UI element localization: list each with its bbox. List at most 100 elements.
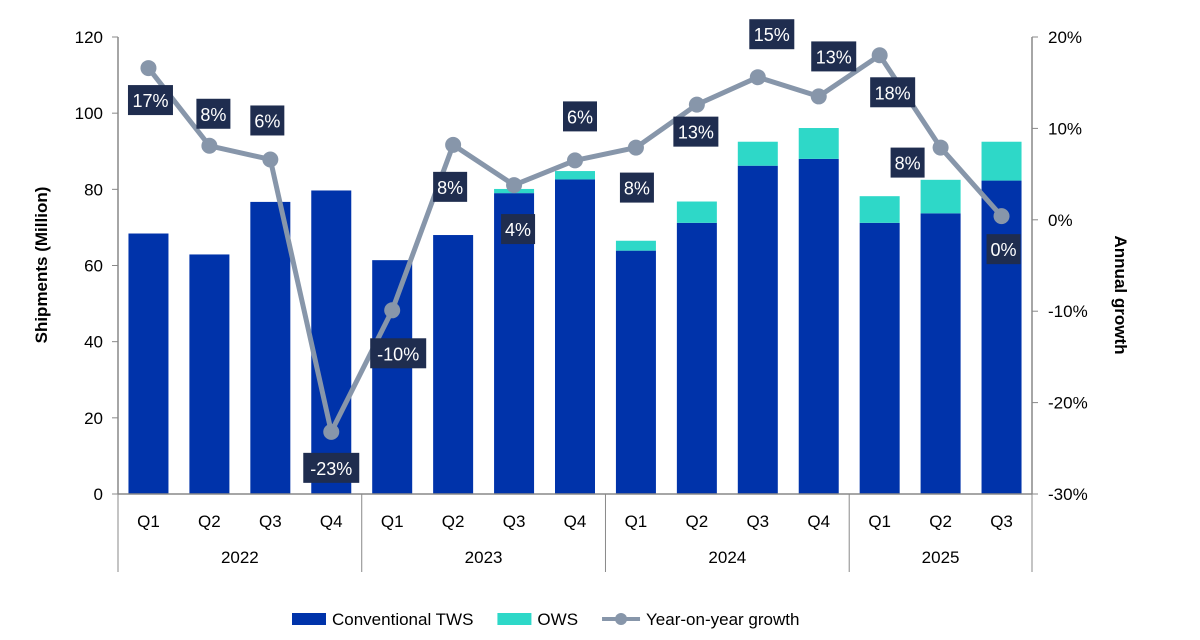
growth-marker bbox=[749, 69, 766, 86]
data-label: 8% bbox=[895, 154, 921, 174]
data-label: 13% bbox=[816, 47, 852, 67]
y-tick-label: 120 bbox=[75, 28, 103, 47]
x-tick-label: Q4 bbox=[564, 512, 587, 531]
data-label-box bbox=[433, 171, 468, 202]
y-axis-label: Shipments (Million) bbox=[32, 187, 51, 344]
x-tick-label: Q1 bbox=[137, 512, 160, 531]
data-label: -10% bbox=[377, 344, 419, 364]
bar-conventional-tws bbox=[859, 222, 900, 494]
growth-marker bbox=[262, 151, 279, 168]
data-label-box bbox=[619, 172, 654, 203]
bar-ows bbox=[615, 240, 656, 251]
x-tick-label: Q2 bbox=[929, 512, 952, 531]
y2-tick-label: 10% bbox=[1048, 119, 1082, 138]
bar-conventional-tws bbox=[189, 254, 230, 494]
bar-conventional-tws bbox=[555, 179, 595, 494]
bar-conventional-tws bbox=[920, 213, 961, 494]
y2-tick-label: 20% bbox=[1048, 28, 1082, 47]
y2-tick-label: -20% bbox=[1048, 394, 1088, 413]
growth-marker bbox=[506, 177, 523, 194]
bar-conventional-tws bbox=[250, 201, 291, 495]
bar-ows bbox=[676, 201, 717, 223]
data-label: 0% bbox=[991, 240, 1017, 260]
x-tick-label: Q1 bbox=[868, 512, 891, 531]
y2-tick-label: -10% bbox=[1048, 302, 1088, 321]
growth-marker bbox=[445, 136, 462, 153]
legend-label: Year-on-year growth bbox=[646, 610, 799, 629]
x-tick-label: Q2 bbox=[198, 512, 221, 531]
growth-marker bbox=[201, 137, 218, 154]
data-label: 8% bbox=[437, 178, 463, 198]
bar-ows bbox=[920, 179, 961, 214]
x-tick-label: Q1 bbox=[381, 512, 404, 531]
bar-conventional-tws bbox=[798, 158, 839, 494]
y2-tick-label: -30% bbox=[1048, 485, 1088, 504]
data-label-box bbox=[890, 147, 925, 178]
bar-conventional-tws bbox=[128, 233, 169, 494]
growth-marker bbox=[140, 60, 157, 77]
y-tick-label: 80 bbox=[84, 180, 103, 199]
x-tick-label: Q4 bbox=[807, 512, 830, 531]
data-label-box bbox=[196, 98, 231, 129]
y2-axis-label: Annual growth bbox=[1111, 236, 1130, 355]
x-tick-label: Q3 bbox=[990, 512, 1013, 531]
data-label-box bbox=[563, 101, 597, 132]
growth-marker bbox=[627, 139, 644, 156]
year-label: 2025 bbox=[922, 548, 960, 567]
bar-conventional-tws bbox=[615, 250, 656, 494]
legend-label: OWS bbox=[537, 610, 578, 629]
year-label: 2022 bbox=[221, 548, 259, 567]
x-tick-label: Q1 bbox=[625, 512, 648, 531]
data-label-box bbox=[250, 105, 285, 136]
data-label: 6% bbox=[567, 107, 593, 127]
growth-marker bbox=[810, 88, 827, 105]
bar-ows bbox=[798, 128, 839, 159]
growth-marker bbox=[567, 152, 583, 169]
year-label: 2024 bbox=[708, 548, 746, 567]
data-label: 17% bbox=[132, 91, 168, 111]
growth-marker bbox=[993, 208, 1010, 225]
data-label: 8% bbox=[624, 179, 650, 199]
data-label: 6% bbox=[254, 111, 280, 131]
data-label-box bbox=[501, 214, 536, 245]
x-tick-label: Q3 bbox=[259, 512, 282, 531]
data-label-box bbox=[870, 77, 916, 108]
year-label: 2023 bbox=[465, 548, 503, 567]
y-tick-label: 60 bbox=[84, 257, 103, 276]
data-label-box bbox=[303, 452, 360, 483]
x-tick-label: Q2 bbox=[686, 512, 709, 531]
bar-conventional-tws bbox=[676, 222, 717, 494]
bar-ows bbox=[555, 171, 595, 180]
bar-ows bbox=[859, 196, 900, 223]
y2-tick-label: 0% bbox=[1048, 211, 1073, 230]
data-label-box bbox=[673, 116, 719, 147]
x-tick-label: Q4 bbox=[320, 512, 343, 531]
bar-ows bbox=[981, 141, 1022, 181]
bar-conventional-tws bbox=[737, 165, 778, 494]
data-label-box bbox=[986, 234, 1021, 265]
growth-marker bbox=[384, 302, 401, 319]
legend-label: Conventional TWS bbox=[332, 610, 473, 629]
bar-conventional-tws bbox=[981, 180, 1022, 495]
legend-swatch bbox=[497, 613, 532, 625]
data-label: -23% bbox=[310, 459, 352, 479]
y-tick-label: 40 bbox=[84, 333, 103, 352]
y-tick-label: 0 bbox=[94, 485, 103, 504]
growth-marker bbox=[323, 423, 340, 440]
y-tick-label: 20 bbox=[84, 409, 103, 428]
legend-swatch bbox=[292, 613, 326, 625]
data-label: 8% bbox=[200, 105, 226, 125]
data-label-box bbox=[127, 85, 173, 116]
bar-conventional-tws bbox=[372, 260, 413, 494]
growth-marker bbox=[871, 47, 888, 64]
data-label: 13% bbox=[678, 123, 714, 143]
data-label-box bbox=[749, 19, 795, 50]
bar-ows bbox=[737, 141, 778, 166]
data-label: 15% bbox=[754, 25, 790, 45]
x-tick-label: Q3 bbox=[503, 512, 526, 531]
data-label-box bbox=[370, 338, 427, 369]
x-tick-label: Q3 bbox=[746, 512, 769, 531]
growth-marker bbox=[932, 139, 949, 156]
x-tick-label: Q2 bbox=[442, 512, 465, 531]
